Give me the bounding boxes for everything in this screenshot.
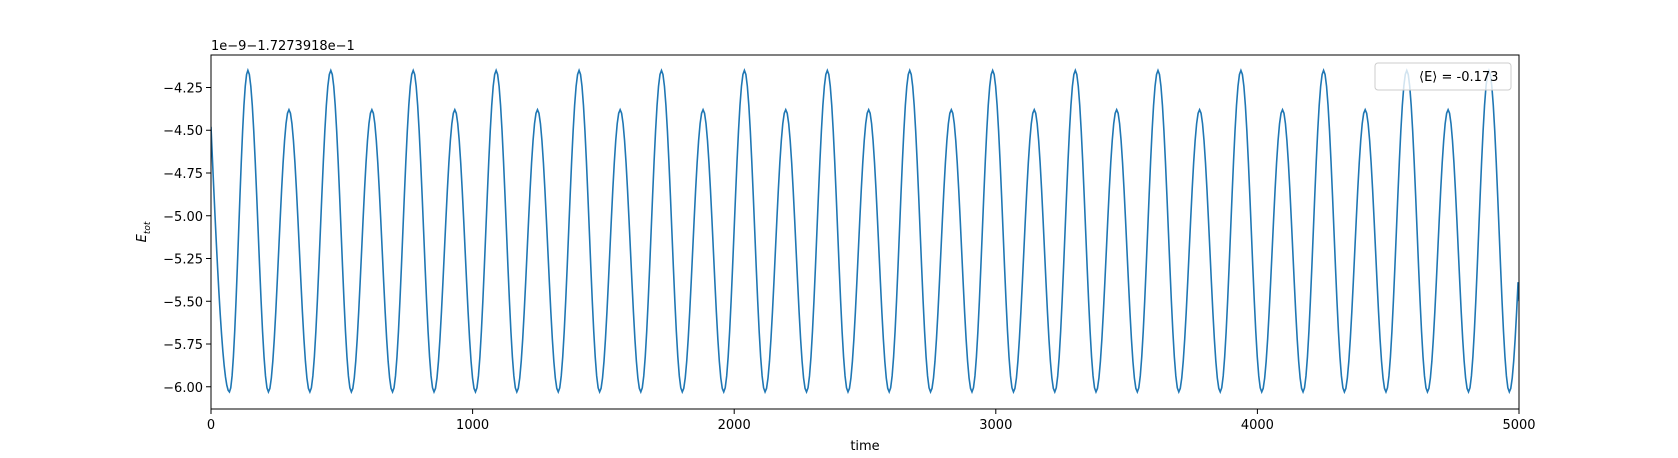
y-axis: −6.00 −5.75 −5.50 −5.25 −5.00 −4.75 −4.50 −4.25 xyxy=(163,81,211,396)
plot-frame xyxy=(210,54,1520,410)
legend-box xyxy=(1374,62,1512,91)
legend: ⟨E⟩ = -0.173 xyxy=(1374,62,1512,91)
x-tick-label: 1000 xyxy=(456,418,489,433)
x-axis-label: time xyxy=(850,439,879,454)
x-tick-label: 0 xyxy=(207,418,215,433)
series-line-group xyxy=(211,67,1519,395)
y-tick-label: −5.75 xyxy=(163,338,203,353)
y-axis-label-main: E xyxy=(135,233,150,242)
x-tick-label: 3000 xyxy=(979,418,1012,433)
y-axis-offset-text: 1e−9−1.7273918e−1 xyxy=(211,39,355,54)
y-tick-label: −4.25 xyxy=(163,81,203,96)
plot-area xyxy=(211,55,1519,409)
y-tick-label: −6.00 xyxy=(163,381,203,396)
y-axis-label: Etot xyxy=(135,221,153,242)
y-tick-label: −4.75 xyxy=(163,167,203,182)
y-tick-label: −5.50 xyxy=(163,295,203,310)
x-tick-label: 4000 xyxy=(1241,418,1274,433)
x-axis: 0 1000 2000 3000 4000 5000 xyxy=(207,409,1536,433)
legend-entry-label: ⟨E⟩ = -0.173 xyxy=(1419,70,1498,85)
y-tick-label: −5.25 xyxy=(163,253,203,268)
x-tick-label: 5000 xyxy=(1502,418,1535,433)
y-tick-label: −5.00 xyxy=(163,210,203,225)
y-tick-label: −4.50 xyxy=(163,124,203,139)
series-line xyxy=(211,67,1519,395)
y-axis-label-subscript: tot xyxy=(143,221,153,234)
x-tick-label: 2000 xyxy=(718,418,751,433)
